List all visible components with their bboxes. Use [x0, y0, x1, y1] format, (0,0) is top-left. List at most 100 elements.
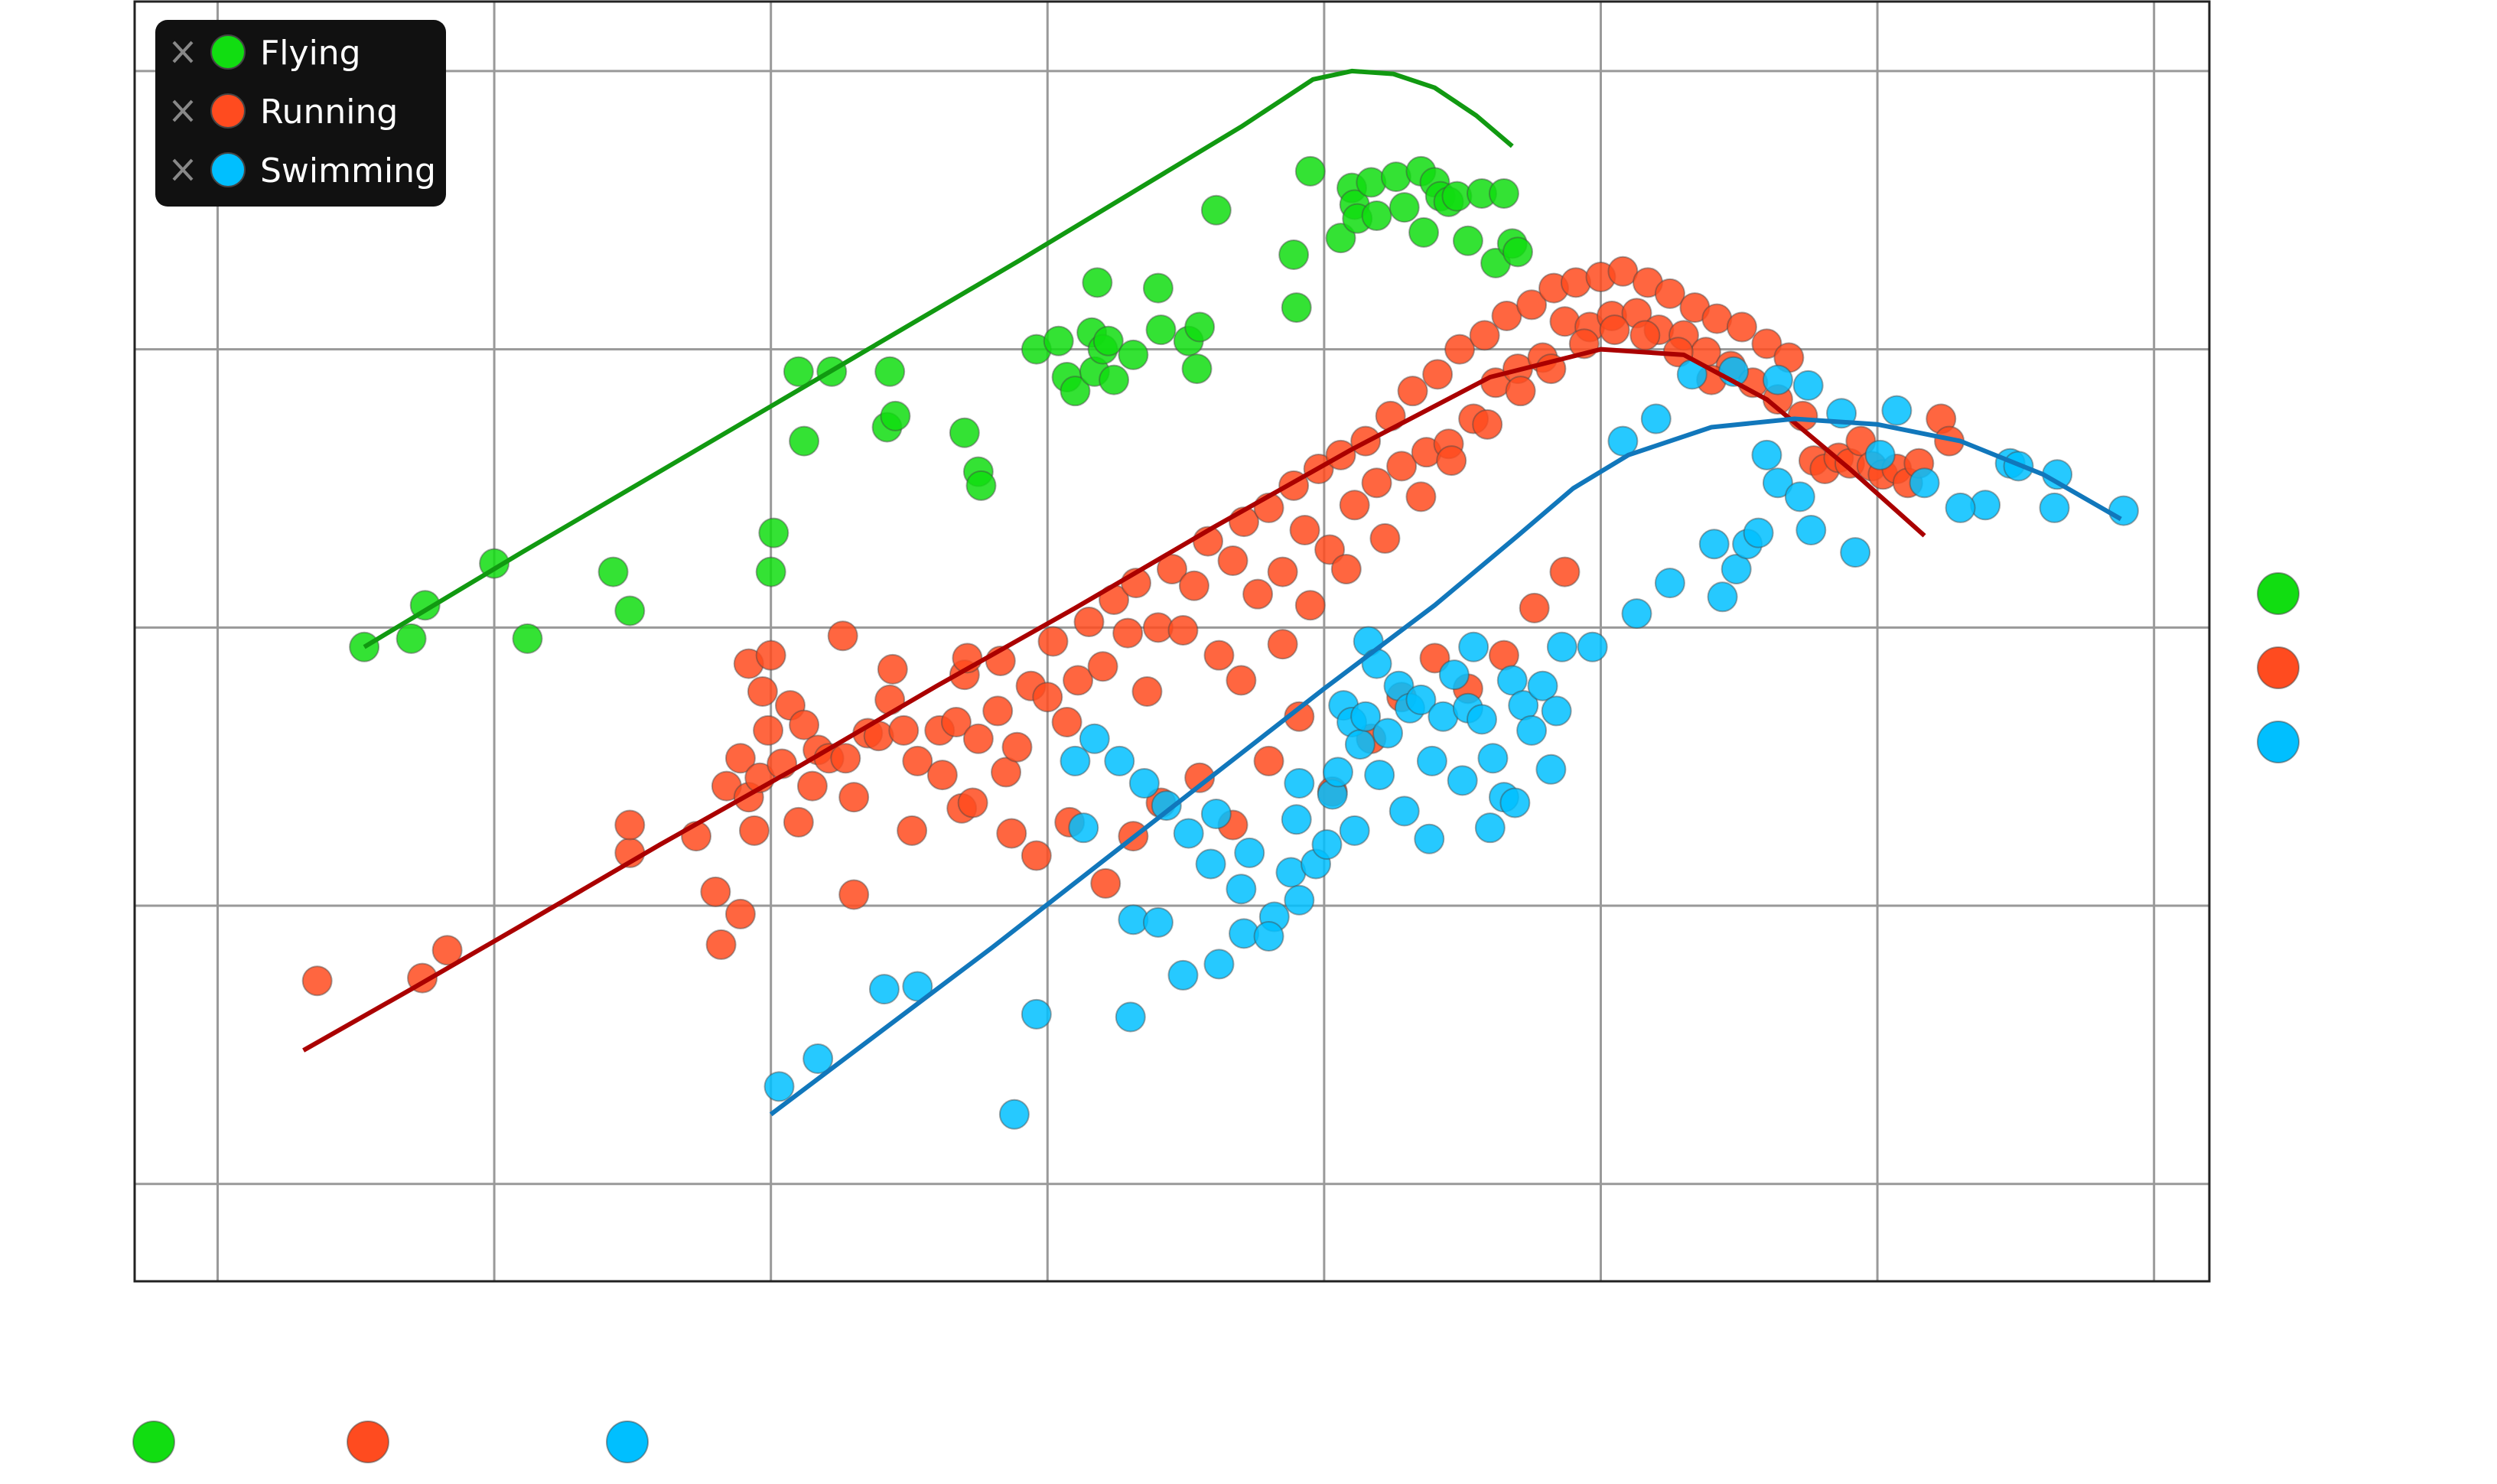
flying-point — [874, 356, 906, 387]
swimming-point — [1060, 745, 1091, 776]
swimming-point — [1438, 659, 1470, 691]
running-point — [1001, 731, 1033, 763]
swimming-point — [1458, 631, 1489, 662]
side-marker-swimming — [2257, 721, 2300, 763]
flying-point — [1325, 223, 1356, 254]
legend[interactable]: Flying Running Swimming — [155, 20, 446, 207]
running-point — [1157, 553, 1187, 584]
swimming-point — [1466, 704, 1497, 735]
running-point — [1314, 534, 1346, 565]
swimming-point — [868, 974, 900, 1005]
running-point — [755, 639, 786, 671]
flying-point — [783, 356, 814, 387]
swimming-point — [1284, 767, 1315, 799]
legend-item-swimming[interactable]: Swimming — [172, 151, 436, 190]
swimming-point — [1200, 798, 1232, 829]
flying-point — [1502, 236, 1533, 268]
side-legend-markers — [2257, 572, 2300, 763]
swimming-point — [1762, 467, 1793, 499]
swimming-point — [1546, 631, 1577, 662]
running-trend-line — [302, 347, 1926, 1053]
running-point — [1369, 522, 1401, 554]
series-swimming — [763, 356, 2139, 1130]
close-icon[interactable] — [172, 41, 194, 63]
running-point — [1178, 570, 1209, 601]
swimming-point — [1707, 581, 1738, 613]
running-point — [991, 757, 1022, 788]
running-point — [724, 743, 756, 774]
flying-point — [1380, 161, 1411, 193]
running-point — [957, 787, 988, 818]
running-point — [1444, 334, 1476, 365]
swimming-point — [1516, 714, 1548, 746]
swimming-point — [1142, 906, 1174, 938]
swimming-point — [1195, 848, 1226, 880]
legend-item-flying[interactable]: Flying — [172, 34, 361, 73]
running-point — [1073, 607, 1105, 638]
running-point — [1021, 840, 1052, 871]
flying-point — [755, 556, 786, 587]
running-point — [1436, 445, 1467, 477]
swimming-trend-line — [769, 416, 2122, 1117]
running-point — [888, 714, 920, 746]
running-point — [783, 806, 814, 838]
legend-label-swimming: Swimming — [260, 151, 436, 190]
running-point — [301, 965, 333, 997]
swimming-point — [1322, 757, 1353, 788]
legend-marker-swimming — [210, 152, 246, 187]
running-point — [1422, 359, 1454, 390]
swimming-point — [1350, 701, 1382, 732]
flying-point — [1408, 216, 1440, 248]
swimming-point — [1654, 568, 1685, 599]
flying-point — [1060, 376, 1091, 407]
running-point — [962, 723, 994, 754]
running-point — [700, 876, 731, 907]
running-point — [1051, 706, 1082, 737]
swimming-point — [1864, 439, 1896, 470]
running-point — [996, 818, 1027, 849]
close-icon[interactable] — [172, 99, 194, 122]
flying-point — [1388, 192, 1420, 223]
flying-point — [1145, 314, 1177, 346]
running-point — [614, 809, 646, 841]
running-point — [1267, 556, 1298, 587]
legend-item-running[interactable]: Running — [172, 93, 398, 132]
flying-point — [1118, 339, 1149, 370]
legend-label-flying: Flying — [260, 34, 361, 73]
running-point — [1037, 626, 1069, 657]
swimming-point — [1128, 767, 1160, 799]
flying-point — [789, 425, 820, 457]
running-point — [1560, 267, 1591, 298]
running-point — [738, 815, 770, 846]
swimming-point — [1541, 695, 1572, 727]
swimming-point — [1607, 425, 1639, 457]
bottom-marker-swimming — [606, 1421, 649, 1463]
swimming-point — [1281, 804, 1312, 835]
running-point — [1654, 278, 1685, 309]
swimming-point — [1253, 921, 1284, 952]
flying-point — [880, 400, 911, 431]
flying-point — [1184, 311, 1216, 343]
running-point — [1167, 614, 1199, 646]
close-icon[interactable] — [172, 158, 194, 181]
swimming-point — [802, 1043, 834, 1075]
running-point — [724, 898, 756, 929]
flying-trend-line — [363, 68, 1514, 649]
swimming-point — [902, 971, 933, 1002]
running-point — [1131, 675, 1163, 707]
swimming-point — [1388, 796, 1420, 827]
running-point — [1516, 289, 1548, 321]
running-point — [1226, 665, 1257, 696]
swimming-point — [1115, 1001, 1146, 1033]
swimming-point — [1535, 753, 1567, 785]
swimming-point — [1840, 537, 1871, 568]
running-point — [830, 743, 861, 774]
swimming-point — [1784, 481, 1815, 513]
running-point — [431, 935, 463, 966]
flying-point — [1200, 194, 1232, 226]
swimming-point — [1203, 949, 1235, 980]
swimming-point — [1339, 815, 1370, 846]
running-point — [827, 620, 858, 652]
swimming-point — [1762, 364, 1793, 395]
